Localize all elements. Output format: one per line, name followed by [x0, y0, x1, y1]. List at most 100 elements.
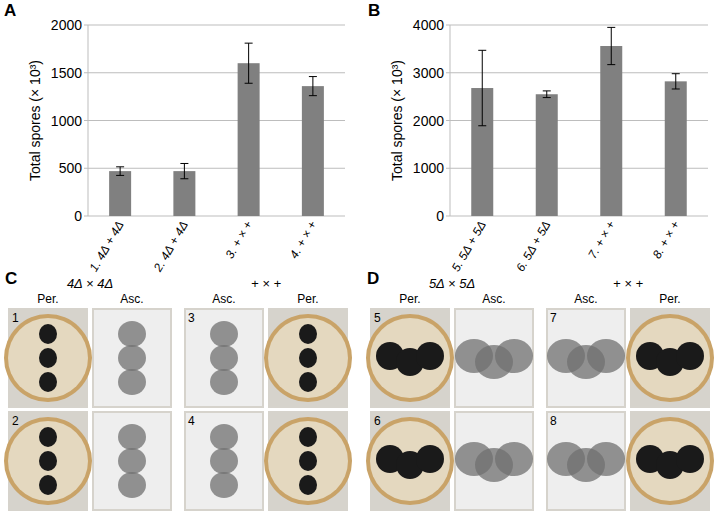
error-bar — [180, 163, 188, 178]
photo-panel: C4Δ × 4ΔPer.12Asc.+ × +Asc.34Per. — [4, 269, 352, 511]
panel-letter: A — [4, 1, 16, 20]
tick-mark — [446, 120, 450, 121]
colony — [676, 342, 704, 370]
category-label: 7. + × + — [585, 219, 618, 262]
error-cap — [180, 178, 188, 179]
error-bar — [309, 77, 317, 96]
dish — [94, 413, 170, 509]
category-label: 5. 5Δ + 5Δ — [449, 219, 489, 275]
colony — [587, 442, 625, 476]
tick-mark — [446, 25, 450, 26]
tick-mark — [84, 168, 88, 169]
tick-mark — [84, 120, 88, 121]
category-label: 4. + × + — [287, 219, 320, 262]
tick-label: 3000 — [413, 65, 444, 81]
error-stem — [482, 50, 483, 125]
photo-bg — [268, 411, 348, 511]
colony — [416, 445, 444, 473]
column-label: Asc. — [212, 292, 235, 306]
photo-bg — [630, 411, 710, 511]
tick-label: 1000 — [413, 160, 444, 176]
category-label: 8. + × + — [650, 219, 683, 262]
photo-bg — [268, 308, 348, 408]
category-label: 3. + × + — [223, 219, 256, 262]
colony — [210, 345, 238, 371]
photo-bg — [630, 308, 710, 408]
error-bar — [672, 74, 680, 89]
colony — [299, 324, 317, 344]
error-cap — [607, 64, 615, 65]
tick-label: 4000 — [413, 17, 444, 33]
photo-bg — [546, 411, 626, 511]
error-cap — [116, 175, 124, 176]
colony — [495, 442, 533, 476]
grid-line — [88, 25, 345, 26]
colony — [299, 348, 317, 368]
plate-number: 1 — [12, 311, 19, 325]
colony — [39, 324, 57, 344]
dish — [8, 318, 88, 398]
dish — [268, 318, 348, 398]
column-label: Asc. — [574, 292, 597, 306]
dish-rim — [366, 417, 454, 505]
error-cap — [478, 125, 486, 126]
plate-number: 5 — [374, 311, 381, 325]
error-bar — [116, 167, 124, 176]
chart: A0500100015002000Total spores (× 10³)1. … — [4, 1, 345, 275]
grid-line — [450, 72, 708, 73]
colony — [299, 451, 317, 471]
plate-number: 6 — [374, 414, 381, 428]
error-stem — [312, 77, 313, 96]
colony — [299, 475, 317, 495]
error-cap — [607, 27, 615, 28]
tick-mark — [84, 25, 88, 26]
y-axis-label: Total spores (× 10³) — [389, 60, 405, 181]
colony — [210, 321, 238, 347]
photo-bg — [184, 308, 264, 408]
dish — [186, 310, 262, 406]
tick-mark — [84, 72, 88, 73]
error-cap — [309, 95, 317, 96]
colony — [416, 342, 444, 370]
tick-label: 0 — [436, 208, 444, 224]
colony — [118, 321, 146, 347]
tick-label: 1500 — [51, 65, 82, 81]
dish — [456, 310, 532, 406]
y-axis-label: Total spores (× 10³) — [27, 60, 43, 181]
bar — [302, 86, 324, 216]
error-stem — [675, 74, 676, 89]
photo-bg — [370, 308, 450, 408]
plot-area — [109, 43, 324, 216]
grid-line — [88, 72, 345, 73]
tick-label: 1000 — [51, 113, 82, 129]
plate-number: 7 — [550, 311, 557, 325]
error-cap — [116, 166, 124, 167]
group-title: 4Δ × 4Δ — [67, 276, 113, 291]
group-title: + × + — [613, 276, 643, 291]
column-label: Per. — [297, 292, 318, 306]
colony — [210, 424, 238, 450]
error-cap — [245, 43, 253, 44]
colony — [210, 472, 238, 498]
error-bar — [478, 50, 486, 125]
colony — [39, 427, 57, 447]
category-label: 6. 5Δ + 5Δ — [513, 219, 553, 275]
photo-bg — [370, 411, 450, 511]
dish-rim — [4, 417, 92, 505]
panel-letter: D — [367, 269, 379, 288]
colony — [118, 448, 146, 474]
colony — [495, 339, 533, 373]
dish-rim — [264, 314, 352, 402]
dish-rim — [264, 417, 352, 505]
tick-label: 500 — [59, 160, 83, 176]
error-cap — [180, 163, 188, 164]
group-title: 5Δ × 5Δ — [429, 276, 475, 291]
dish — [456, 413, 532, 509]
error-cap — [543, 97, 551, 98]
tick-mark — [446, 216, 450, 217]
error-cap — [672, 88, 680, 89]
plate-number: 2 — [12, 414, 19, 428]
error-cap — [672, 73, 680, 74]
chart: B01000200030004000Total spores (× 10³)5.… — [368, 1, 708, 274]
dish — [630, 421, 710, 501]
